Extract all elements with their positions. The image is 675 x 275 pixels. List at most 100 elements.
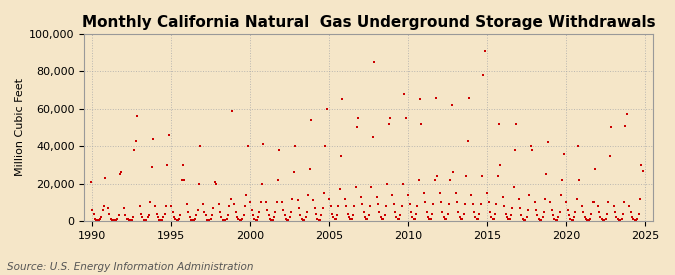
Point bbox=[624, 204, 635, 208]
Point bbox=[464, 95, 475, 100]
Point bbox=[305, 118, 316, 122]
Point bbox=[586, 211, 597, 216]
Point bbox=[161, 204, 171, 208]
Point bbox=[333, 204, 344, 208]
Point bbox=[271, 200, 282, 205]
Point bbox=[446, 103, 457, 107]
Point bbox=[312, 217, 323, 221]
Point bbox=[194, 182, 205, 186]
Point bbox=[150, 204, 161, 208]
Point bbox=[345, 217, 356, 221]
Point bbox=[431, 95, 441, 100]
Point bbox=[421, 210, 432, 214]
Point bbox=[428, 202, 439, 207]
Point bbox=[138, 218, 149, 222]
Point bbox=[470, 215, 481, 219]
Point bbox=[226, 108, 237, 113]
Point bbox=[97, 208, 108, 212]
Text: Source: U.S. Energy Information Administration: Source: U.S. Energy Information Administ… bbox=[7, 262, 253, 272]
Point bbox=[183, 210, 194, 214]
Point bbox=[369, 60, 379, 64]
Point bbox=[389, 210, 400, 214]
Point bbox=[341, 204, 352, 208]
Point bbox=[342, 211, 353, 216]
Point bbox=[478, 73, 489, 77]
Point bbox=[144, 213, 155, 218]
Point bbox=[202, 218, 213, 222]
Point bbox=[140, 218, 151, 222]
Point bbox=[224, 204, 235, 208]
Point bbox=[176, 178, 187, 182]
Point bbox=[614, 218, 624, 222]
Point bbox=[549, 217, 560, 221]
Point bbox=[377, 217, 387, 221]
Point bbox=[173, 217, 184, 221]
Point bbox=[211, 182, 221, 186]
Point bbox=[491, 202, 502, 207]
Point bbox=[362, 217, 373, 221]
Point bbox=[119, 206, 130, 210]
Point bbox=[360, 217, 371, 221]
Point bbox=[134, 204, 145, 208]
Point bbox=[173, 218, 184, 222]
Point bbox=[136, 211, 146, 216]
Point bbox=[495, 163, 506, 167]
Point bbox=[599, 218, 610, 222]
Point bbox=[163, 133, 174, 137]
Point bbox=[350, 185, 361, 189]
Point bbox=[551, 218, 562, 222]
Point bbox=[169, 215, 180, 219]
Point bbox=[300, 215, 311, 219]
Point bbox=[232, 215, 242, 219]
Point bbox=[612, 217, 623, 221]
Point bbox=[229, 202, 240, 207]
Point bbox=[583, 218, 594, 222]
Point bbox=[159, 211, 170, 216]
Point bbox=[424, 217, 435, 221]
Point bbox=[269, 215, 279, 219]
Point bbox=[420, 200, 431, 205]
Point bbox=[518, 218, 529, 222]
Point bbox=[236, 218, 246, 222]
Point bbox=[240, 204, 250, 208]
Point bbox=[561, 200, 572, 205]
Point bbox=[155, 218, 166, 222]
Point bbox=[201, 218, 212, 222]
Point bbox=[450, 191, 461, 195]
Point bbox=[266, 218, 277, 222]
Point bbox=[262, 208, 273, 212]
Point bbox=[500, 211, 511, 216]
Point bbox=[96, 215, 107, 219]
Point bbox=[600, 217, 611, 221]
Point bbox=[245, 200, 256, 205]
Point bbox=[316, 213, 327, 218]
Point bbox=[280, 217, 291, 221]
Point bbox=[304, 166, 315, 171]
Point bbox=[570, 210, 581, 214]
Point bbox=[535, 218, 545, 222]
Point bbox=[603, 200, 614, 205]
Point bbox=[514, 196, 524, 201]
Point bbox=[215, 210, 225, 214]
Point bbox=[435, 191, 446, 195]
Point bbox=[346, 217, 357, 221]
Point bbox=[610, 210, 620, 214]
Point bbox=[585, 217, 595, 221]
Point bbox=[388, 202, 399, 207]
Point bbox=[485, 210, 495, 214]
Point bbox=[565, 217, 576, 221]
Point bbox=[258, 142, 269, 147]
Point bbox=[195, 144, 206, 148]
Point bbox=[233, 217, 244, 221]
Point bbox=[569, 215, 580, 219]
Point bbox=[443, 202, 454, 207]
Point bbox=[128, 215, 138, 219]
Point bbox=[157, 218, 167, 222]
Point bbox=[403, 192, 414, 197]
Point bbox=[387, 192, 398, 197]
Point bbox=[504, 217, 515, 221]
Point bbox=[298, 218, 308, 222]
Point bbox=[557, 178, 568, 182]
Point bbox=[284, 215, 295, 219]
Point bbox=[248, 213, 259, 218]
